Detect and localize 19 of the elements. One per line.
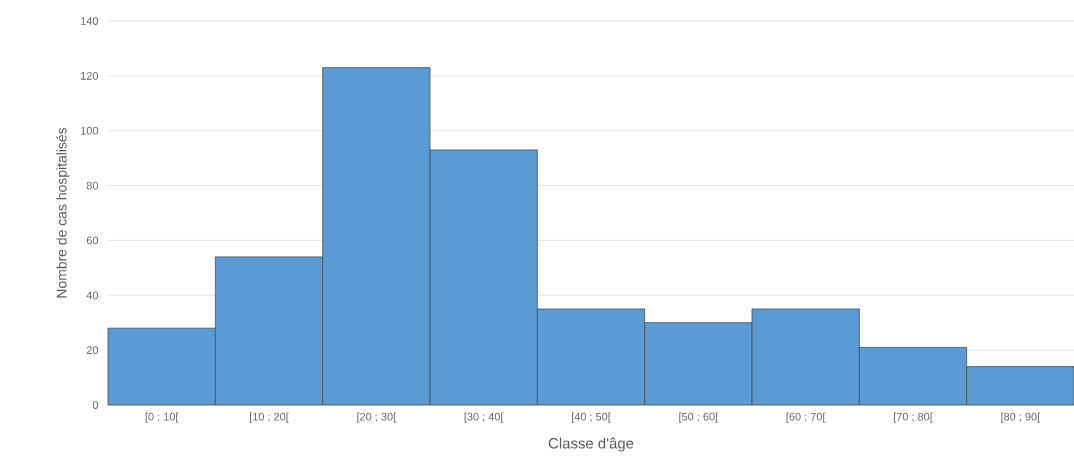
- x-tick-label: [70 ; 80[: [893, 412, 933, 423]
- x-tick-label: [20 ; 30[: [357, 412, 397, 423]
- y-tick-label: 140: [81, 17, 99, 25]
- x-tick-label: [10 ; 20[: [249, 412, 289, 423]
- y-tick-label: 120: [81, 71, 99, 80]
- x-tick-label: [60 ; 70[: [786, 412, 826, 423]
- y-tick-label: 80: [86, 181, 99, 190]
- x-tick-label: [50 ; 60[: [679, 412, 719, 423]
- x-tick-label: [0 ; 10[: [145, 412, 179, 423]
- y-tick-label: 0: [92, 401, 99, 409]
- y-tick-label: 60: [86, 236, 99, 245]
- y-tick-label: 40: [86, 291, 99, 300]
- y-axis-title: Nombre de cas hospitalisés: [56, 127, 70, 298]
- y-tick-label: 20: [86, 346, 99, 355]
- x-tick-label: [30 ; 40[: [464, 412, 504, 423]
- x-tick-label: [40 ; 50[: [571, 412, 611, 423]
- x-axis-title: Classe d'âge: [548, 437, 634, 452]
- x-tick-label: [80 ; 90[: [1001, 412, 1041, 423]
- y-tick-label: 100: [81, 126, 99, 135]
